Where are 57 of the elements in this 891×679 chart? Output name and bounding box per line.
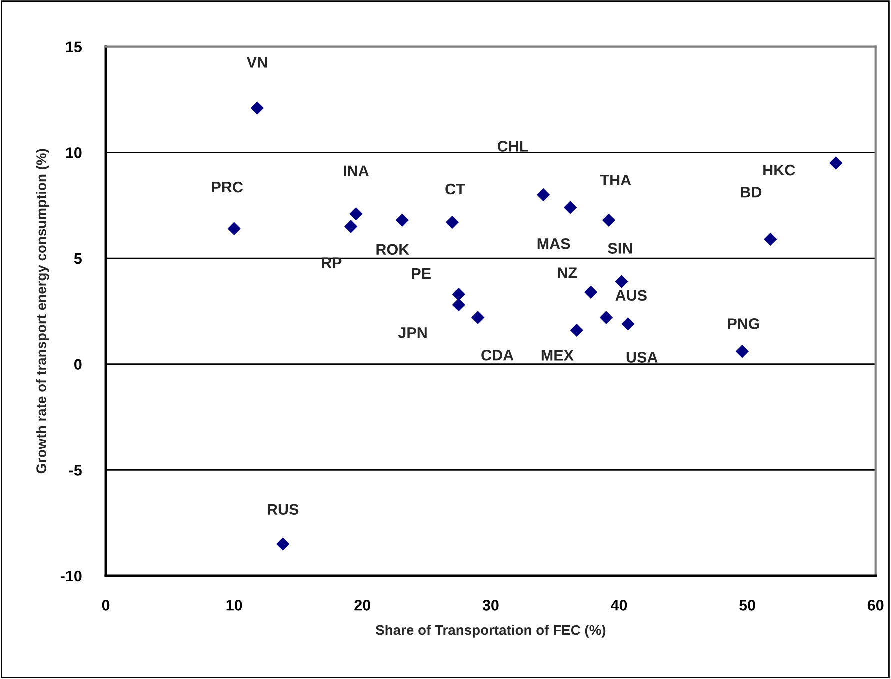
y-tick-label: -5: [69, 465, 82, 476]
point: [452, 288, 466, 302]
annotation: AUS: [616, 290, 647, 302]
point: [452, 298, 466, 312]
x-tick-label: 20: [354, 600, 371, 611]
annotation: SIN: [608, 243, 632, 254]
annotation: CHL: [498, 141, 528, 152]
y-tick-label: -10: [60, 570, 82, 582]
x-axis-title: Share of Transportation of FEC (%): [376, 624, 606, 638]
point: [829, 156, 843, 170]
annotation: USA: [626, 352, 658, 363]
annotation: JPN: [398, 328, 427, 338]
point: [600, 311, 613, 324]
point: [564, 201, 578, 214]
annotation: THA: [600, 174, 632, 186]
annotation: RP: [322, 258, 342, 268]
x-tick-label: 60: [868, 600, 884, 611]
annotation: CDA: [482, 350, 514, 361]
y-tick-label: 15: [66, 42, 82, 53]
point: [344, 220, 358, 234]
annotation: PNG: [728, 318, 760, 330]
point: [570, 324, 584, 338]
x-tick-label: 50: [740, 600, 756, 611]
point: [615, 275, 628, 288]
point: [764, 232, 778, 246]
point: [736, 345, 750, 358]
annotation: CT: [446, 184, 466, 195]
point: [250, 102, 264, 115]
point: [228, 222, 241, 236]
annotation: MAS: [538, 238, 570, 250]
annotation: INA: [344, 166, 369, 176]
y-tick-label: 0: [74, 359, 82, 370]
x-tick-label: 10: [226, 600, 242, 611]
annotation: ROK: [376, 244, 410, 256]
point: [602, 214, 616, 227]
point: [276, 538, 290, 551]
x-tick-label: 30: [482, 600, 499, 611]
annotation: PRC: [212, 182, 244, 193]
point: [472, 311, 485, 324]
y-tick-label: 10: [66, 148, 82, 158]
x-tick-label: 40: [610, 600, 628, 611]
annotation: VN: [246, 57, 268, 68]
annotation: PE: [412, 268, 431, 279]
annotation: BD: [741, 187, 762, 198]
point: [350, 207, 363, 221]
point: [396, 214, 409, 227]
point: [584, 286, 598, 299]
x-tick-label: 0: [102, 600, 110, 611]
annotation: HKC: [764, 164, 796, 176]
y-tick-label: 5: [74, 254, 82, 264]
annotation: NZ: [558, 268, 578, 278]
point: [446, 216, 460, 230]
annotation: MEX: [542, 350, 574, 361]
point: [536, 188, 550, 202]
annotation: RUS: [268, 504, 299, 516]
point: [622, 318, 635, 331]
y-axis-title: Growth rate of transport energy consumption (%): [36, 149, 50, 474]
